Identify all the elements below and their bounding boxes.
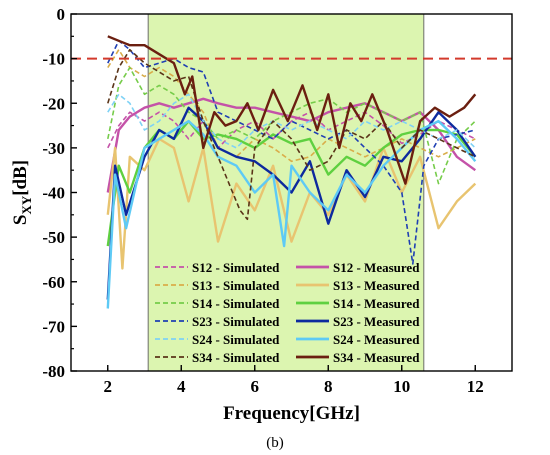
series-line-s34-measured <box>107 35 477 185</box>
y-tick-label: -10 <box>42 50 65 69</box>
uwb-band <box>147 13 425 372</box>
y-tick-label: -30 <box>42 139 65 158</box>
legend-label: S24 - Simulated <box>192 332 280 347</box>
y-tick-label: 0 <box>57 5 66 24</box>
axis-ticks: 2 4 6 8 10 12 0 -10 -20 -30 -40 -50 -60 -70 -80 <box>42 5 483 396</box>
y-axis-title: SXY[dB] <box>10 160 34 225</box>
y-tick-label: -40 <box>42 184 65 203</box>
legend-label: S34 - Measured <box>333 350 420 365</box>
legend-label: S12 - Simulated <box>192 260 280 275</box>
legend: S12 - Simulated S12 - Measured S13 - Simul… <box>155 260 420 365</box>
legend-label: S14 - Measured <box>333 296 420 311</box>
x-tick-label: 4 <box>177 377 186 396</box>
y-tick-label: -50 <box>42 228 65 247</box>
series-line-s34-simulated <box>107 48 476 221</box>
x-tick-label: 2 <box>104 377 113 396</box>
y-axis-title-unit: [dB] <box>10 160 31 196</box>
y-axis-title-main: S <box>10 215 31 226</box>
y-tick-label: -80 <box>42 362 65 381</box>
series-line-s14-simulated <box>107 66 476 185</box>
legend-label: S34 - Simulated <box>192 350 280 365</box>
y-tick-label: -70 <box>42 317 65 336</box>
x-tick-label: 6 <box>251 377 260 396</box>
figure-caption: (b) <box>266 435 284 451</box>
legend-label: S24 - Measured <box>333 332 420 347</box>
y-tick-label: -20 <box>42 94 65 113</box>
y-axis-title-subscript: XY <box>19 195 34 214</box>
x-axis-title: Frequency[GHz] <box>223 403 360 424</box>
x-tick-label: 8 <box>324 377 333 396</box>
legend-label: S12 - Measured <box>333 260 420 275</box>
plot-area <box>70 13 513 372</box>
series-line-s14-measured <box>106 119 477 247</box>
y-tick-label: -60 <box>42 273 65 292</box>
legend-label: S13 - Simulated <box>192 278 280 293</box>
legend-label: S23 - Measured <box>333 314 420 329</box>
x-tick-label: 10 <box>393 377 410 396</box>
x-tick-label: 12 <box>467 377 484 396</box>
legend-label: S23 - Simulated <box>192 314 280 329</box>
legend-label: S14 - Simulated <box>192 296 280 311</box>
legend-label: S13 - Measured <box>333 278 420 293</box>
series-layer <box>106 35 477 309</box>
